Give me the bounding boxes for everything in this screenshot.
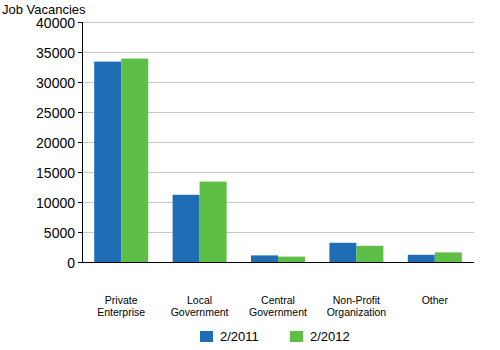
grid-line xyxy=(82,22,474,23)
x-axis xyxy=(82,262,474,263)
bar xyxy=(435,252,462,262)
legend-label: 2/2012 xyxy=(310,329,350,344)
grid-line xyxy=(82,52,474,53)
y-tick-label: 15000 xyxy=(36,165,75,181)
x-tick-label: CentralGovernment xyxy=(249,294,307,318)
bar xyxy=(329,243,356,262)
bar xyxy=(94,62,121,262)
y-axis-label: Job Vacancies xyxy=(2,2,86,17)
y-tick-label: 25000 xyxy=(36,105,75,121)
y-tick xyxy=(78,82,82,83)
chart-container: 0500010000150002000025000300003500040000… xyxy=(0,0,500,350)
y-axis xyxy=(82,22,83,262)
bar xyxy=(173,195,200,262)
y-tick xyxy=(78,142,82,143)
y-tick-label: 0 xyxy=(67,255,75,271)
x-tick-label: Other xyxy=(422,294,449,306)
bar xyxy=(408,255,435,262)
legend: 2/2011 2/2012 xyxy=(200,329,350,344)
bar xyxy=(200,182,227,262)
legend-label: 2/2011 xyxy=(220,329,259,344)
y-tick-label: 20000 xyxy=(36,135,75,151)
y-tick-label: 5000 xyxy=(44,225,75,241)
bar xyxy=(278,257,305,262)
legend-swatch xyxy=(290,331,303,342)
x-tick-label: LocalGovernment xyxy=(171,294,229,318)
bar xyxy=(121,59,148,262)
bar xyxy=(356,246,383,262)
y-tick xyxy=(78,52,82,53)
x-tick-label: PrivateEnterprise xyxy=(97,294,145,318)
y-tick xyxy=(78,22,82,23)
y-tick xyxy=(78,232,82,233)
legend-swatch xyxy=(200,331,213,342)
bar xyxy=(251,255,278,262)
grid-line xyxy=(82,262,474,263)
bars xyxy=(94,59,462,262)
chart-svg: 0500010000150002000025000300003500040000… xyxy=(0,0,500,350)
y-tick xyxy=(78,202,82,203)
y-tick xyxy=(78,112,82,113)
y-tick-label: 35000 xyxy=(36,45,75,61)
y-tick xyxy=(78,262,82,263)
y-tick xyxy=(78,172,82,173)
y-tick-label: 10000 xyxy=(36,195,75,211)
y-tick-label: 30000 xyxy=(36,75,75,91)
x-tick-label: Non-ProfitOrganization xyxy=(327,294,387,318)
